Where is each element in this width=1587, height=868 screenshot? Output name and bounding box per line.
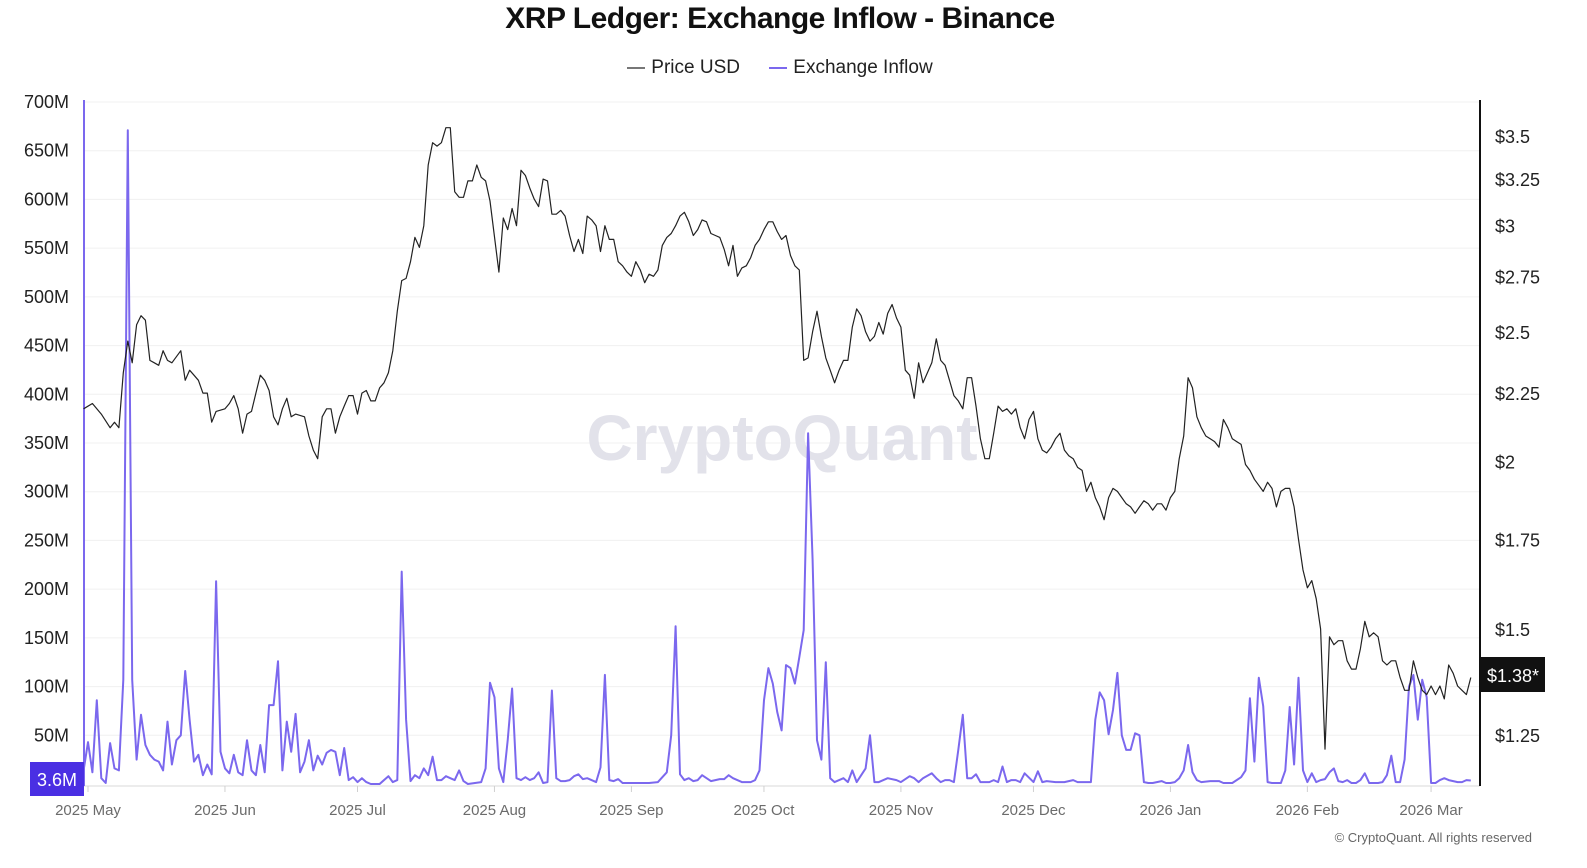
legend-item-exchange-inflow[interactable]: Exchange Inflow bbox=[769, 57, 933, 79]
y-right-tick-label: $1.75 bbox=[1495, 530, 1540, 550]
y-axis-right: $1.25 $1.5 $1.75 $2 $2.25 $2.5 $2.75 $3 $3.25 $3.… bbox=[1479, 100, 1540, 786]
x-tick-label: 2026 Jan bbox=[1140, 802, 1202, 819]
series-exchange-inflow bbox=[82, 129, 1471, 785]
y-right-tick-label: $3.25 bbox=[1495, 170, 1540, 190]
y-left-tick-label: 150M bbox=[24, 628, 69, 648]
y-left-tick-label: 650M bbox=[24, 141, 69, 161]
y-left-tick-label: 250M bbox=[24, 530, 69, 550]
watermark: CryptoQuant bbox=[586, 402, 977, 474]
y-left-tick-label: 350M bbox=[24, 433, 69, 453]
chart-title: XRP Ledger: Exchange Inflow - Binance bbox=[505, 2, 1055, 35]
gridlines bbox=[84, 101, 1480, 736]
legend-swatch-inflow bbox=[769, 67, 788, 69]
y-axis-left: 50M 100M 150M 200M 250M 300M 350M 400M 450M 500M 5… bbox=[24, 92, 69, 745]
series-layer bbox=[82, 100, 1472, 786]
y-right-tick-label: $2.5 bbox=[1495, 323, 1530, 343]
legend-item-price-usd[interactable]: Price USD bbox=[627, 57, 740, 79]
x-tick-label: 2025 May bbox=[55, 802, 121, 819]
x-tick-label: 2025 Jun bbox=[194, 802, 256, 819]
copyright-notice: © CryptoQuant. All rights reserved bbox=[1334, 830, 1532, 845]
y-right-tick-label: $2 bbox=[1495, 453, 1515, 473]
axis-badges: 3.6M $1.38* bbox=[30, 657, 1545, 796]
y-left-tick-label: 400M bbox=[24, 384, 69, 404]
legend-label: Exchange Inflow bbox=[793, 57, 933, 78]
x-tick-label: 2025 Aug bbox=[463, 802, 526, 819]
x-tick-label: 2025 Jul bbox=[329, 802, 386, 819]
x-tick-label: 2026 Mar bbox=[1399, 802, 1462, 819]
x-tick-label: 2025 Dec bbox=[1001, 802, 1066, 819]
exchange-inflow-line bbox=[82, 129, 1471, 785]
y-right-tick-label: $2.75 bbox=[1495, 267, 1540, 287]
legend-swatch-price bbox=[627, 67, 646, 69]
y-left-tick-label: 50M bbox=[34, 725, 69, 745]
y-right-tick-label: $3.5 bbox=[1495, 127, 1530, 147]
inflow-current-value: 3.6M bbox=[37, 770, 77, 790]
x-tick-label: 2026 Feb bbox=[1276, 802, 1339, 819]
y-right-tick-label: $2.25 bbox=[1495, 384, 1540, 404]
legend: Price USD Exchange Inflow bbox=[0, 53, 1560, 79]
y-left-tick-label: 300M bbox=[24, 482, 69, 502]
y-left-tick-label: 100M bbox=[24, 677, 69, 697]
x-tick-label: 2025 Sep bbox=[599, 802, 663, 819]
y-right-tick-label: $3 bbox=[1495, 217, 1515, 237]
y-right-tick-label: $1.25 bbox=[1495, 726, 1540, 746]
inflow-current-badge bbox=[30, 762, 84, 796]
y-left-tick-label: 450M bbox=[24, 336, 69, 356]
y-left-tick-label: 600M bbox=[24, 189, 69, 209]
x-tick-label: 2025 Oct bbox=[734, 802, 796, 819]
y-left-tick-label: 500M bbox=[24, 287, 69, 307]
y-left-tick-label: 700M bbox=[24, 92, 69, 112]
x-tick-label: 2025 Nov bbox=[869, 802, 934, 819]
x-axis: 2025 May 2025 Jun 2025 Jul 2025 Aug 2025 Sep… bbox=[55, 785, 1480, 819]
price-current-badge bbox=[1481, 657, 1545, 692]
y-left-tick-label: 550M bbox=[24, 238, 69, 258]
y-left-tick-label: 200M bbox=[24, 579, 69, 599]
y-right-tick-label: $1.5 bbox=[1495, 620, 1530, 640]
price-usd-line bbox=[83, 127, 1472, 750]
legend-label: Price USD bbox=[651, 57, 740, 78]
series-price-usd bbox=[83, 127, 1472, 750]
price-current-value: $1.38* bbox=[1487, 666, 1539, 686]
